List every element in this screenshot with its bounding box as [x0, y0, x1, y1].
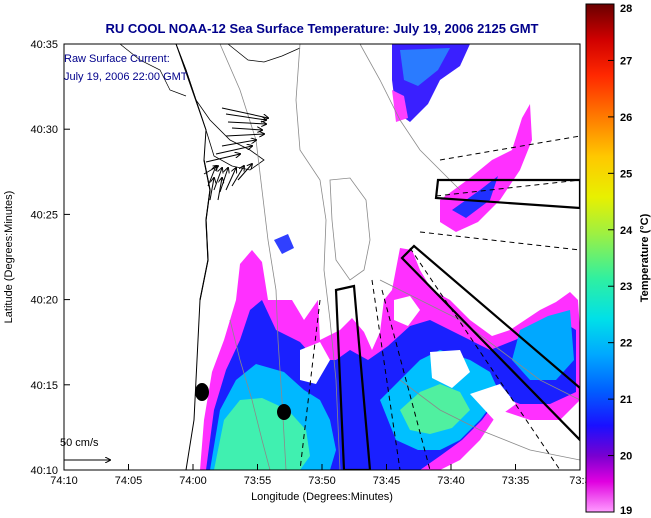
raritan-bay-coast [175, 44, 265, 171]
sst-gap-4 [470, 384, 516, 420]
current-arrow [225, 134, 264, 136]
contour-line [379, 279, 580, 401]
y-axis-label: Latitude (Degrees:Minutes) [3, 191, 15, 324]
x-axis-label: Longitude (Degrees:Minutes) [251, 491, 393, 503]
colorbar-tick-label: 20 [620, 451, 632, 463]
y-tick-label: 40:25 [30, 209, 58, 221]
current-arrow [221, 107, 268, 118]
coverage-polygon-north [434, 178, 580, 210]
sst-patch-far-east-cyan [512, 310, 574, 380]
scale-label: 50 cm/s [60, 437, 99, 449]
colorbar-tick-label: 24 [620, 225, 633, 237]
x-tick-label: 73:40 [437, 475, 465, 487]
new-jersey-land [64, 44, 211, 470]
long-island-coast [227, 44, 301, 63]
sst-patch-ne-top-edge [392, 90, 408, 122]
y-axis-ticks: 40:35 40:30 40:25 40:20 40:15 40:10 [30, 39, 70, 477]
current-arrow [225, 168, 236, 191]
y-tick-label: 40:15 [30, 380, 58, 392]
current-arrow [209, 178, 214, 201]
x-tick-label: 74:00 [179, 475, 207, 487]
y-tick-label: 40:30 [30, 124, 58, 136]
current-arrow [213, 168, 222, 191]
current-arrow [231, 128, 262, 130]
radar-site-marker [195, 383, 209, 401]
colorbar-tick-label: 25 [620, 168, 632, 180]
coverage-polygon-east [400, 244, 580, 442]
y-tick-label: 40:35 [30, 39, 58, 51]
bathymetry-contours [219, 44, 580, 470]
radar-site-marker [277, 404, 291, 420]
contour-line [229, 319, 271, 470]
colorbar-tick-label: 21 [620, 394, 632, 406]
sst-gap-1 [300, 342, 330, 384]
current-arrow [207, 166, 216, 187]
dashed-line [381, 289, 431, 470]
dashed-line [435, 179, 580, 197]
coastline-layer [64, 44, 301, 470]
dashed-line [299, 299, 321, 470]
x-tick-label: 73:3 [569, 475, 590, 487]
sst-gap-2 [394, 296, 420, 326]
current-arrow [221, 140, 256, 147]
current-arrow [227, 122, 266, 124]
current-arrow [217, 178, 222, 201]
x-axis-ticks: 74:10 74:05 74:00 73:55 73:50 73:45 73:40 73:35… [50, 464, 591, 487]
colorbar-tick-label: 19 [620, 505, 632, 517]
x-tick-label: 74:10 [50, 475, 78, 487]
sst-patch-east-inner [452, 176, 498, 218]
contour-line [399, 379, 580, 461]
inset-line-1: Raw Surface Current: [64, 53, 170, 65]
contour-line [295, 44, 341, 470]
contour-line [219, 44, 287, 470]
colorbar-tick-label: 26 [620, 112, 632, 124]
barrier-coast [199, 159, 211, 301]
colorbar-ticks: 28 27 26 25 24 23 22 21 20 19 [608, 3, 633, 517]
colorbar-tick-label: 27 [620, 55, 632, 67]
contour-line [359, 44, 461, 191]
y-tick-label: 40:10 [30, 465, 58, 477]
sst-patch-ne-top-inner [400, 48, 450, 86]
colorbar-tick-label: 28 [620, 3, 632, 15]
sst-patch-small [274, 234, 294, 254]
inland-river [119, 44, 187, 97]
colorbar-label: Temperature (°C) [639, 213, 651, 302]
inset-line-2: July 19, 2006 22:00 GMT [64, 71, 188, 83]
x-tick-label: 73:55 [244, 475, 272, 487]
current-arrow [215, 146, 252, 155]
current-arrow [237, 164, 252, 181]
colorbar-tick-label: 23 [620, 281, 632, 293]
current-arrow [225, 113, 266, 120]
colorbar-tick-label: 22 [620, 338, 632, 350]
x-tick-label: 74:05 [115, 475, 143, 487]
x-tick-label: 73:35 [502, 475, 530, 487]
colorbar [585, 3, 615, 513]
contour-line [329, 177, 371, 281]
map-title: RU COOL NOAA-12 Sea Surface Temperature:… [105, 21, 538, 36]
dashed-line [439, 135, 580, 161]
coverage-polygon-south [334, 284, 372, 470]
current-arrow [205, 154, 240, 163]
radar-coverage [299, 135, 580, 470]
current-vectors [203, 107, 268, 201]
x-tick-label: 73:50 [308, 475, 336, 487]
sst-gap-3 [430, 350, 470, 388]
x-tick-label: 73:45 [373, 475, 401, 487]
y-tick-label: 40:20 [30, 295, 58, 307]
current-arrow [231, 166, 244, 187]
